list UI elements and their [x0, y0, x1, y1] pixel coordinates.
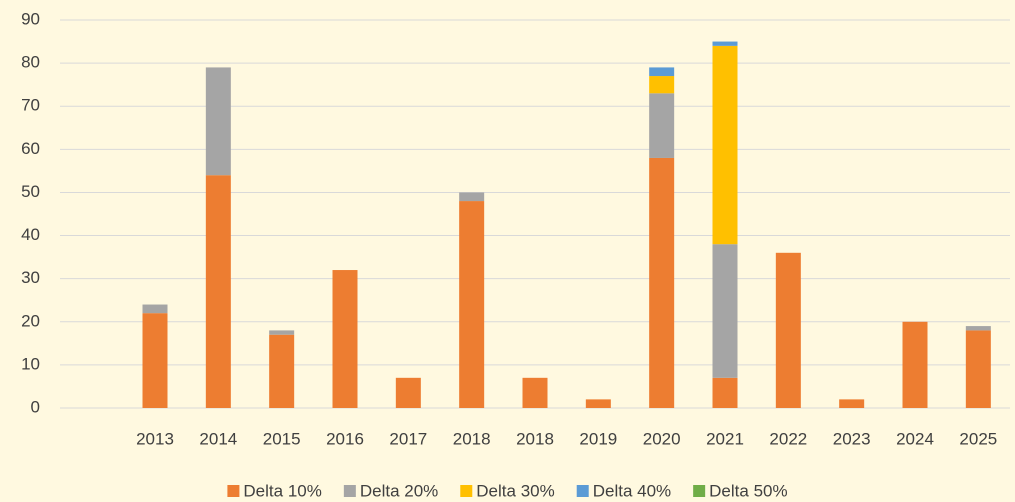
- legend-swatch: [460, 485, 473, 497]
- legend-swatch: [343, 485, 356, 497]
- bar-segment: [395, 377, 421, 408]
- bar-segment: [649, 76, 675, 94]
- bar-segment: [649, 157, 675, 408]
- y-tick-label: 20: [21, 311, 40, 330]
- bar-segment: [712, 244, 738, 378]
- bar-segment: [332, 270, 358, 408]
- y-tick-label: 10: [21, 354, 40, 373]
- bar-segment: [205, 175, 231, 408]
- bar-segment: [902, 321, 928, 408]
- bar-segment: [142, 304, 168, 314]
- bar-segment: [459, 192, 485, 202]
- bar-segment: [649, 67, 675, 77]
- bar-segment: [459, 201, 485, 408]
- legend-swatch: [576, 485, 589, 497]
- bar-segment: [775, 252, 801, 408]
- x-tick-label: 2024: [896, 429, 934, 448]
- bar-segment: [522, 377, 548, 408]
- bar-segment: [649, 93, 675, 158]
- legend-swatch: [227, 485, 240, 497]
- x-tick-label: 2018: [516, 429, 554, 448]
- bar-segment: [269, 330, 295, 335]
- y-tick-label: 80: [21, 53, 40, 72]
- bar-segment: [205, 67, 231, 176]
- y-tick-label: 30: [21, 268, 40, 287]
- x-tick-label: 2018: [453, 429, 491, 448]
- legend-label: Delta 20%: [360, 481, 438, 500]
- x-tick-label: 2021: [706, 429, 744, 448]
- x-tick-label: 2015: [263, 429, 301, 448]
- y-tick-label: 0: [31, 397, 40, 416]
- legend-label: Delta 40%: [593, 481, 671, 500]
- legend-swatch: [693, 485, 706, 497]
- bar-segment: [712, 41, 738, 46]
- y-tick-label: 90: [21, 9, 40, 28]
- bar-segment: [965, 330, 991, 408]
- x-tick-label: 2022: [769, 429, 807, 448]
- x-tick-label: 2016: [326, 429, 364, 448]
- x-tick-label: 2025: [959, 429, 997, 448]
- y-tick-label: 40: [21, 225, 40, 244]
- x-tick-label: 2020: [643, 429, 681, 448]
- bar-segment: [965, 326, 991, 331]
- legend-label: Delta 10%: [243, 481, 321, 500]
- bar-segment: [712, 45, 738, 245]
- x-tick-label: 2019: [579, 429, 617, 448]
- x-tick-label: 2014: [199, 429, 237, 448]
- bar-segment: [839, 399, 865, 408]
- bar-segment: [269, 334, 295, 408]
- bar-segment: [585, 399, 611, 408]
- bar-segment: [142, 313, 168, 408]
- legend-label: Delta 30%: [476, 481, 554, 500]
- x-tick-label: 2017: [389, 429, 427, 448]
- y-tick-label: 60: [21, 139, 40, 158]
- bar-segment: [712, 377, 738, 408]
- y-tick-label: 50: [21, 182, 40, 201]
- legend-label: Delta 50%: [709, 481, 787, 500]
- x-tick-label: 2013: [136, 429, 174, 448]
- y-tick-label: 70: [21, 96, 40, 115]
- x-tick-label: 2023: [833, 429, 871, 448]
